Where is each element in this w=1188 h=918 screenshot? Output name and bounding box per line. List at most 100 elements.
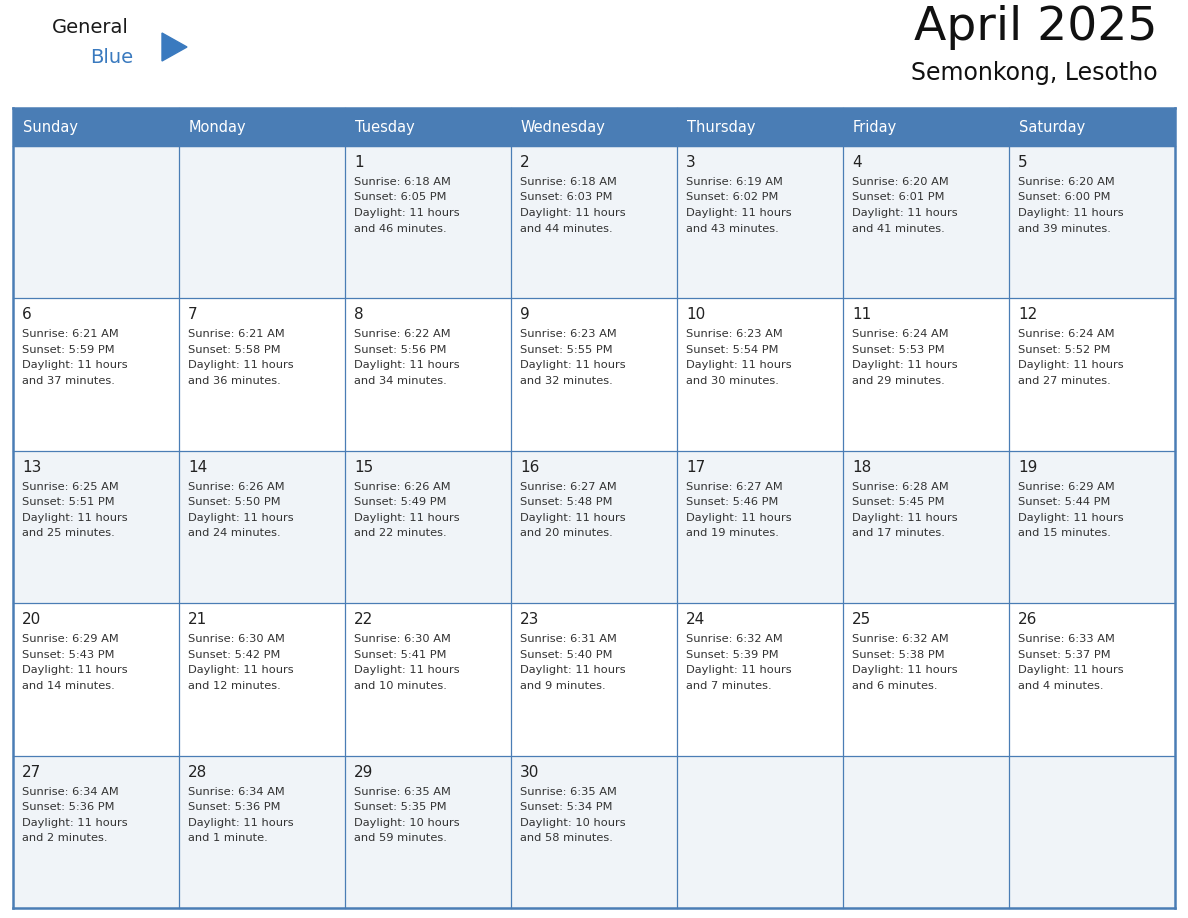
Text: and 14 minutes.: and 14 minutes. bbox=[23, 681, 115, 690]
Text: 19: 19 bbox=[1018, 460, 1037, 475]
Text: and 6 minutes.: and 6 minutes. bbox=[852, 681, 937, 690]
Text: Sunset: 5:52 PM: Sunset: 5:52 PM bbox=[1018, 345, 1111, 355]
Text: Daylight: 11 hours: Daylight: 11 hours bbox=[188, 666, 293, 676]
Text: and 25 minutes.: and 25 minutes. bbox=[23, 528, 115, 538]
Text: Daylight: 11 hours: Daylight: 11 hours bbox=[354, 208, 460, 218]
Text: 9: 9 bbox=[520, 308, 530, 322]
Text: Sunrise: 6:35 AM: Sunrise: 6:35 AM bbox=[354, 787, 451, 797]
Text: and 27 minutes.: and 27 minutes. bbox=[1018, 375, 1111, 386]
Text: 17: 17 bbox=[685, 460, 706, 475]
Text: and 7 minutes.: and 7 minutes. bbox=[685, 681, 772, 690]
Text: 14: 14 bbox=[188, 460, 207, 475]
Text: Daylight: 11 hours: Daylight: 11 hours bbox=[23, 361, 127, 370]
Text: Sunset: 5:49 PM: Sunset: 5:49 PM bbox=[354, 498, 447, 508]
Text: Sunset: 5:39 PM: Sunset: 5:39 PM bbox=[685, 650, 778, 660]
Text: Monday: Monday bbox=[189, 119, 247, 135]
Text: 5: 5 bbox=[1018, 155, 1028, 170]
Text: and 39 minutes.: and 39 minutes. bbox=[1018, 223, 1111, 233]
Text: 28: 28 bbox=[188, 765, 207, 779]
Text: and 1 minute.: and 1 minute. bbox=[188, 834, 267, 843]
Text: Sunset: 5:56 PM: Sunset: 5:56 PM bbox=[354, 345, 447, 355]
Text: Daylight: 10 hours: Daylight: 10 hours bbox=[354, 818, 460, 828]
Text: and 34 minutes.: and 34 minutes. bbox=[354, 375, 447, 386]
Text: and 15 minutes.: and 15 minutes. bbox=[1018, 528, 1111, 538]
Text: and 12 minutes.: and 12 minutes. bbox=[188, 681, 280, 690]
Text: 29: 29 bbox=[354, 765, 373, 779]
Bar bbox=[13, 603, 1175, 756]
Bar bbox=[13, 108, 1175, 146]
Text: Sunset: 5:36 PM: Sunset: 5:36 PM bbox=[23, 802, 114, 812]
Text: Daylight: 11 hours: Daylight: 11 hours bbox=[23, 666, 127, 676]
Text: Sunrise: 6:29 AM: Sunrise: 6:29 AM bbox=[1018, 482, 1114, 492]
Text: Thursday: Thursday bbox=[687, 119, 756, 135]
Text: and 24 minutes.: and 24 minutes. bbox=[188, 528, 280, 538]
Text: and 10 minutes.: and 10 minutes. bbox=[354, 681, 447, 690]
Text: Sunrise: 6:33 AM: Sunrise: 6:33 AM bbox=[1018, 634, 1114, 644]
Text: Saturday: Saturday bbox=[1019, 119, 1086, 135]
Text: Sunrise: 6:18 AM: Sunrise: 6:18 AM bbox=[354, 177, 451, 187]
Text: 3: 3 bbox=[685, 155, 696, 170]
Text: Daylight: 11 hours: Daylight: 11 hours bbox=[520, 208, 626, 218]
Text: and 30 minutes.: and 30 minutes. bbox=[685, 375, 779, 386]
Bar bbox=[13, 756, 1175, 908]
Text: Sunset: 6:02 PM: Sunset: 6:02 PM bbox=[685, 193, 778, 203]
Text: Sunrise: 6:31 AM: Sunrise: 6:31 AM bbox=[520, 634, 617, 644]
Text: Daylight: 11 hours: Daylight: 11 hours bbox=[685, 513, 791, 522]
Text: Sunset: 5:34 PM: Sunset: 5:34 PM bbox=[520, 802, 613, 812]
Text: and 32 minutes.: and 32 minutes. bbox=[520, 375, 613, 386]
Text: Sunrise: 6:25 AM: Sunrise: 6:25 AM bbox=[23, 482, 119, 492]
Text: Sunrise: 6:20 AM: Sunrise: 6:20 AM bbox=[852, 177, 949, 187]
Text: Sunrise: 6:32 AM: Sunrise: 6:32 AM bbox=[852, 634, 949, 644]
Text: Sunday: Sunday bbox=[23, 119, 78, 135]
Text: and 44 minutes.: and 44 minutes. bbox=[520, 223, 613, 233]
Text: Sunrise: 6:32 AM: Sunrise: 6:32 AM bbox=[685, 634, 783, 644]
Text: Daylight: 11 hours: Daylight: 11 hours bbox=[188, 361, 293, 370]
Text: Daylight: 10 hours: Daylight: 10 hours bbox=[520, 818, 626, 828]
Text: Daylight: 11 hours: Daylight: 11 hours bbox=[520, 513, 626, 522]
Text: Sunrise: 6:19 AM: Sunrise: 6:19 AM bbox=[685, 177, 783, 187]
Polygon shape bbox=[162, 33, 187, 61]
Text: Sunset: 5:38 PM: Sunset: 5:38 PM bbox=[852, 650, 944, 660]
Text: Sunrise: 6:20 AM: Sunrise: 6:20 AM bbox=[1018, 177, 1114, 187]
Text: Tuesday: Tuesday bbox=[355, 119, 415, 135]
Text: Sunrise: 6:29 AM: Sunrise: 6:29 AM bbox=[23, 634, 119, 644]
Text: Daylight: 11 hours: Daylight: 11 hours bbox=[685, 361, 791, 370]
Text: Sunrise: 6:34 AM: Sunrise: 6:34 AM bbox=[188, 787, 285, 797]
Text: and 22 minutes.: and 22 minutes. bbox=[354, 528, 447, 538]
Text: 25: 25 bbox=[852, 612, 871, 627]
Text: Daylight: 11 hours: Daylight: 11 hours bbox=[852, 361, 958, 370]
Text: Sunset: 5:59 PM: Sunset: 5:59 PM bbox=[23, 345, 114, 355]
Text: Daylight: 11 hours: Daylight: 11 hours bbox=[354, 361, 460, 370]
Text: Sunrise: 6:27 AM: Sunrise: 6:27 AM bbox=[520, 482, 617, 492]
Text: and 9 minutes.: and 9 minutes. bbox=[520, 681, 606, 690]
Text: Sunrise: 6:30 AM: Sunrise: 6:30 AM bbox=[354, 634, 451, 644]
Text: Semonkong, Lesotho: Semonkong, Lesotho bbox=[911, 61, 1158, 85]
Text: 27: 27 bbox=[23, 765, 42, 779]
Text: 10: 10 bbox=[685, 308, 706, 322]
Text: Friday: Friday bbox=[853, 119, 897, 135]
Text: Sunrise: 6:21 AM: Sunrise: 6:21 AM bbox=[188, 330, 285, 340]
Text: and 41 minutes.: and 41 minutes. bbox=[852, 223, 944, 233]
Text: and 4 minutes.: and 4 minutes. bbox=[1018, 681, 1104, 690]
Text: Sunrise: 6:28 AM: Sunrise: 6:28 AM bbox=[852, 482, 949, 492]
Text: Daylight: 11 hours: Daylight: 11 hours bbox=[520, 361, 626, 370]
Text: Sunset: 5:42 PM: Sunset: 5:42 PM bbox=[188, 650, 280, 660]
Text: and 37 minutes.: and 37 minutes. bbox=[23, 375, 115, 386]
Text: and 19 minutes.: and 19 minutes. bbox=[685, 528, 779, 538]
Text: Daylight: 11 hours: Daylight: 11 hours bbox=[685, 208, 791, 218]
Text: 20: 20 bbox=[23, 612, 42, 627]
Text: Sunset: 5:41 PM: Sunset: 5:41 PM bbox=[354, 650, 447, 660]
Text: Daylight: 11 hours: Daylight: 11 hours bbox=[188, 513, 293, 522]
Text: Sunrise: 6:21 AM: Sunrise: 6:21 AM bbox=[23, 330, 119, 340]
Text: General: General bbox=[52, 18, 128, 37]
Text: Daylight: 11 hours: Daylight: 11 hours bbox=[1018, 666, 1124, 676]
Text: Sunset: 5:46 PM: Sunset: 5:46 PM bbox=[685, 498, 778, 508]
Text: 12: 12 bbox=[1018, 308, 1037, 322]
Text: Sunset: 5:55 PM: Sunset: 5:55 PM bbox=[520, 345, 613, 355]
Text: Sunset: 5:53 PM: Sunset: 5:53 PM bbox=[852, 345, 944, 355]
Text: and 36 minutes.: and 36 minutes. bbox=[188, 375, 280, 386]
Text: Sunset: 5:51 PM: Sunset: 5:51 PM bbox=[23, 498, 114, 508]
Text: Sunset: 5:58 PM: Sunset: 5:58 PM bbox=[188, 345, 280, 355]
Text: 1: 1 bbox=[354, 155, 364, 170]
Text: Sunrise: 6:24 AM: Sunrise: 6:24 AM bbox=[852, 330, 949, 340]
